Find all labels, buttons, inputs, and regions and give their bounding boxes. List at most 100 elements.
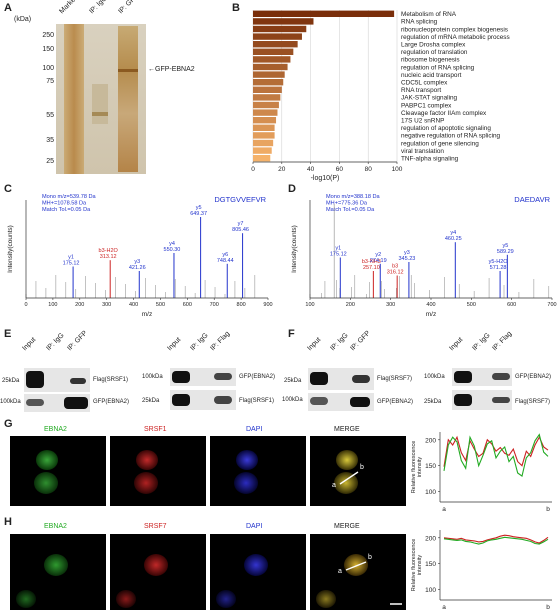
category-label: regulation of mRNA metabolic process	[401, 34, 510, 41]
gel-band-annotation: ←GFP-EBNA2	[148, 66, 195, 74]
category-label: viral translation	[401, 148, 444, 155]
enrichment-bar	[253, 94, 281, 101]
tick-label: 20	[278, 166, 286, 173]
spectrum-info: MH+=775.36 Da	[326, 201, 368, 207]
channel-label-dapi: DAPI	[246, 426, 263, 433]
enrichment-bar	[253, 101, 279, 109]
category-label: CDC5L complex	[401, 80, 448, 87]
tick-label: 100	[48, 302, 57, 308]
lane-label: Input	[448, 336, 465, 353]
tick-label: 100	[305, 302, 314, 308]
channel-label-srsf1: SRSF1	[144, 426, 167, 433]
panel-letter-b: B	[232, 2, 240, 14]
category-label: RNA transport	[401, 87, 441, 94]
spectrum-info: Mono m/z=539.78 Da	[42, 194, 97, 200]
category-label: regulation of RNA splicing	[401, 64, 475, 71]
image-srsf1	[110, 436, 206, 506]
tick-label: 500	[156, 302, 165, 308]
ion-mz: 345.23	[398, 256, 415, 262]
ion-label: b3-H2O	[99, 248, 119, 254]
igg-heavy-band	[92, 112, 108, 116]
profile-line	[443, 534, 549, 544]
lane-label: IP: GFP	[66, 329, 89, 353]
lane-label: IP: Flag	[491, 330, 514, 353]
blot-label: GFP(EBNA2)	[93, 399, 130, 405]
tick-label: 200	[425, 437, 436, 444]
category-label: RNA splicing	[401, 19, 438, 26]
peptide-sequence: DAEDAVR	[514, 195, 550, 204]
gel-lane-marker: Marker	[58, 0, 79, 16]
blot-label: Flag(SRSF1)	[93, 377, 129, 383]
enrichment-bar	[253, 124, 275, 131]
enrichment-bar	[253, 25, 307, 33]
ion-label: y7	[238, 221, 244, 227]
category-label: JAK-STAT signaling	[401, 95, 458, 102]
mw-label: 25kDa	[2, 378, 20, 384]
image-dapi	[210, 436, 306, 506]
tick-label: 600	[183, 302, 192, 308]
tick-label: 0	[24, 302, 27, 308]
panel-letter-a: A	[4, 2, 12, 14]
image-merge: a b	[310, 436, 406, 506]
enrichment-bar	[253, 33, 302, 40]
ion-label: y1	[68, 255, 74, 261]
blot-label: Flag(SRSF7)	[515, 399, 551, 405]
blot-strip	[308, 368, 374, 390]
ion-mz: 649.37	[190, 211, 207, 217]
point-b-label: b	[368, 554, 372, 561]
enrichment-bar	[253, 63, 288, 71]
marker-lane	[64, 24, 84, 174]
ion-mz: 571.28	[490, 265, 507, 271]
gel-mw-25: 25	[46, 158, 54, 165]
ion-mz: 460.25	[445, 236, 462, 242]
ion-label: y3	[134, 259, 140, 265]
enrichment-bar	[253, 10, 395, 17]
gel-mw-150: 150	[42, 46, 54, 53]
ion-label: y5-H2O	[489, 259, 509, 265]
panel-letter-f: F	[288, 328, 295, 340]
tick-label: 80	[365, 166, 373, 173]
channel-label-dapi: DAPI	[246, 523, 263, 530]
spectrum-info: MH+=1078.58 Da	[42, 201, 87, 207]
category-label: regulation of apoptotic signaling	[401, 125, 491, 132]
category-label: 17S U2 snRNP	[401, 118, 444, 125]
blot-label: GFP(EBNA2)	[377, 399, 414, 405]
gel-mw-250: 250	[42, 32, 54, 39]
ion-label: y3	[404, 250, 410, 256]
ion-mz: 257.10	[363, 265, 380, 271]
enrichment-bar	[253, 18, 314, 25]
ion-label: y5	[196, 205, 202, 211]
line-profile-h: 200 150 100 a b Relative fluorescence intensit…	[411, 530, 552, 611]
enrichment-bar	[253, 147, 272, 154]
image-srsf7	[110, 534, 206, 610]
blot-strip	[24, 368, 90, 392]
ion-label: y4	[169, 241, 175, 247]
tick-label: 400	[426, 302, 435, 308]
mw-label: 100kDa	[282, 397, 303, 403]
enrichment-bar	[253, 79, 284, 86]
blot-label: GFP(EBNA2)	[515, 374, 552, 380]
x-axis-label: m/z	[142, 311, 152, 318]
ion-mz: 175.12	[330, 252, 347, 258]
lane-label: IP: Flag	[209, 330, 232, 353]
mw-label: 100kDa	[424, 374, 445, 380]
profile-line	[443, 435, 549, 467]
gel-unit-label: (kDa)	[14, 16, 32, 23]
gel-image	[56, 24, 146, 174]
tick-label: 400	[129, 302, 138, 308]
channel-label-ebna2: EBNA2	[44, 523, 67, 530]
ion-mz: 589.29	[497, 249, 514, 255]
ion-mz: 805.46	[232, 227, 249, 233]
ion-label: y6	[222, 252, 228, 258]
blot-strip	[452, 390, 512, 410]
blot-label: Flag(SRSF1)	[239, 398, 275, 404]
image-merge: a b	[310, 534, 406, 610]
gel-mw-35: 35	[46, 137, 54, 144]
peptide-sequence: DGTGVVEFVR	[214, 195, 266, 204]
x-axis-label: -log10(P)	[311, 175, 340, 182]
y-axis-label: intensity	[417, 457, 423, 477]
gel-mw-100: 100	[42, 65, 54, 72]
